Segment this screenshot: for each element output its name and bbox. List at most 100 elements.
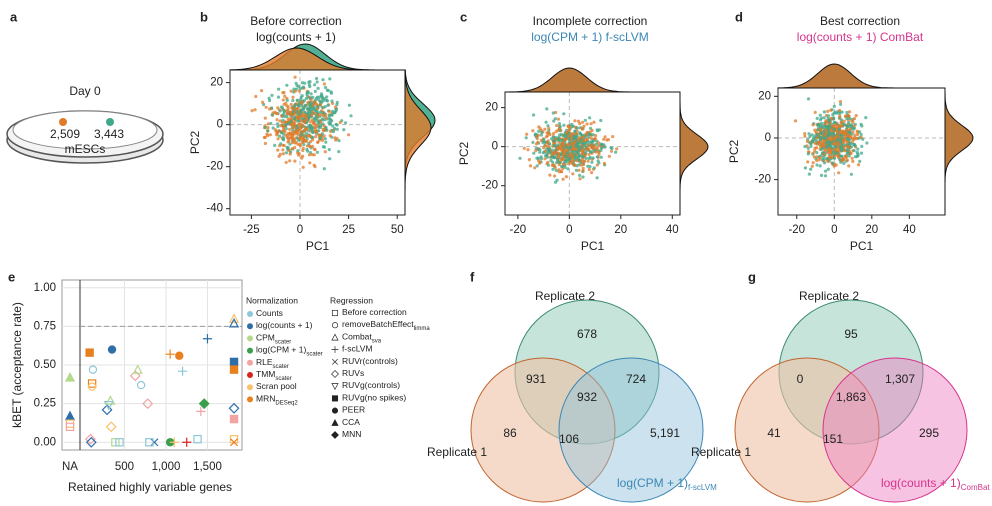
point <box>296 153 301 157</box>
point <box>839 124 843 128</box>
x-tick-label: -25 <box>243 224 260 236</box>
point <box>309 98 313 102</box>
point <box>297 116 301 121</box>
legend-text: removeBatchEffect <box>342 319 414 329</box>
point <box>548 132 552 137</box>
point <box>349 114 353 118</box>
point <box>551 111 555 115</box>
point <box>853 133 857 137</box>
point <box>310 127 314 131</box>
point <box>842 145 846 149</box>
venn-label-subscript: f-scLVM <box>688 483 717 492</box>
point <box>599 155 603 159</box>
point <box>556 159 560 163</box>
point <box>292 121 296 125</box>
point-cloud <box>793 97 869 178</box>
point <box>835 151 839 155</box>
point <box>602 137 606 141</box>
point <box>585 130 589 135</box>
point <box>315 107 320 111</box>
point <box>557 154 561 158</box>
point <box>581 151 585 155</box>
point <box>595 155 599 159</box>
marker <box>331 309 339 317</box>
point <box>558 161 562 165</box>
point <box>277 154 281 158</box>
point <box>294 140 298 144</box>
legend-entry: RUVg(controls) <box>342 380 400 390</box>
point <box>342 128 346 132</box>
point <box>553 174 557 178</box>
point <box>568 125 572 129</box>
point <box>828 133 832 137</box>
point <box>832 104 836 108</box>
point <box>565 149 569 153</box>
point <box>322 124 326 128</box>
point <box>543 127 547 131</box>
point <box>563 165 567 169</box>
legend-text: RLE <box>256 357 273 367</box>
point <box>585 122 589 126</box>
point <box>545 152 549 156</box>
point <box>289 102 293 107</box>
point <box>574 136 578 140</box>
y-axis-label: PC2 <box>727 140 741 164</box>
point <box>820 135 824 139</box>
point <box>810 164 814 168</box>
point <box>812 136 816 140</box>
point <box>858 159 862 163</box>
point <box>538 148 542 152</box>
point <box>561 141 565 145</box>
point <box>809 167 813 171</box>
point <box>818 113 822 117</box>
point <box>283 94 287 98</box>
point <box>301 113 306 117</box>
point <box>278 109 282 113</box>
marker <box>193 434 202 444</box>
point <box>577 158 581 162</box>
point <box>313 83 317 87</box>
point <box>836 140 840 144</box>
point <box>278 134 282 138</box>
point <box>841 157 845 161</box>
point <box>850 156 854 160</box>
point <box>280 114 284 118</box>
point <box>268 107 272 111</box>
point <box>824 169 828 173</box>
legend-title: Regression <box>330 295 373 305</box>
point <box>316 140 320 144</box>
point <box>301 107 306 112</box>
legend-entry: Counts <box>256 308 283 318</box>
point <box>292 104 296 108</box>
point <box>594 134 598 138</box>
point <box>592 120 596 124</box>
point <box>822 136 827 140</box>
legend-subscript: scater <box>275 376 291 382</box>
chart-title: Before correction <box>250 14 341 28</box>
point <box>295 83 299 88</box>
legend-entry: PEER <box>342 405 365 415</box>
point <box>569 146 573 150</box>
y-tick-label: 0.00 <box>34 436 56 448</box>
point <box>276 122 280 126</box>
marker <box>88 365 98 374</box>
point <box>807 132 811 136</box>
point <box>526 148 530 152</box>
marker <box>331 370 339 378</box>
density <box>679 92 709 215</box>
point <box>825 140 829 144</box>
point <box>845 110 849 115</box>
legend-subscript: sva <box>372 338 382 344</box>
point <box>322 129 326 133</box>
point <box>535 156 539 160</box>
x-tick-label: 25 <box>342 224 355 236</box>
chart-subtitle: log(counts + 1) <box>256 30 336 44</box>
point <box>552 139 557 143</box>
point <box>323 105 327 109</box>
point <box>567 142 571 147</box>
point <box>297 89 301 93</box>
marker <box>105 395 116 405</box>
point <box>559 169 564 174</box>
point <box>591 133 595 137</box>
point <box>806 152 810 156</box>
